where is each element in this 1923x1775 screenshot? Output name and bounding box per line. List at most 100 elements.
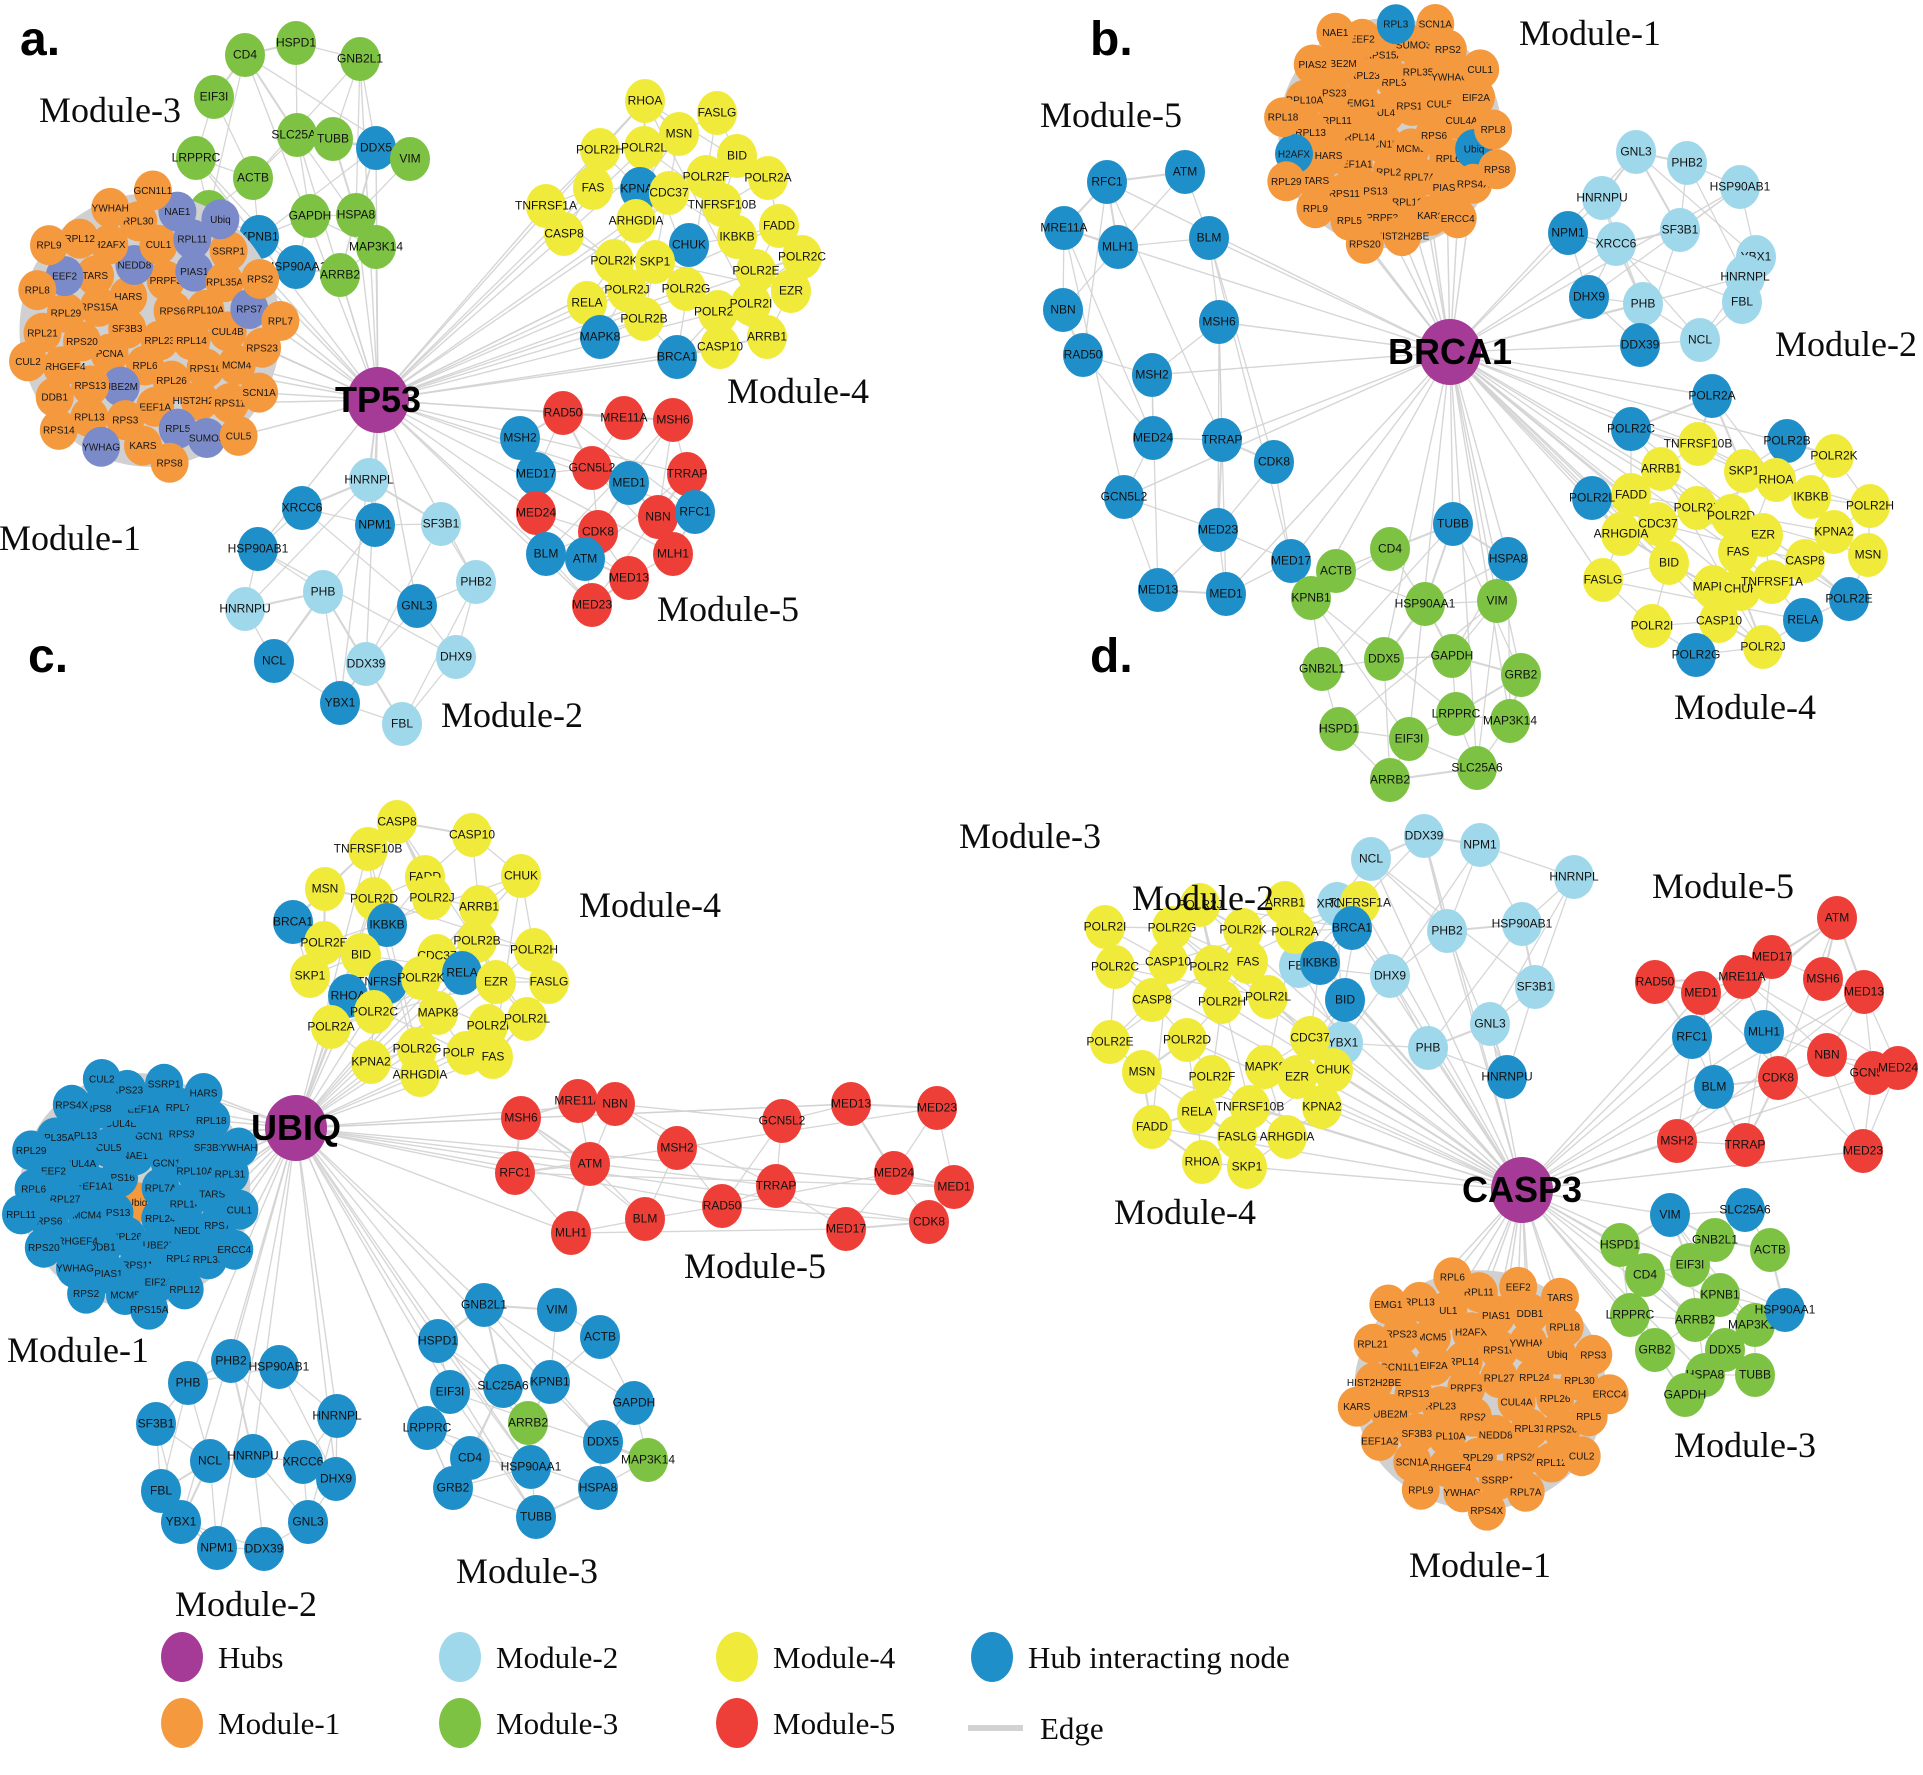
svg-text:MED23: MED23 [572,598,612,612]
node-POLR2A: POLR2A [1688,374,1736,418]
svg-text:IKBKB: IKBKB [1302,956,1337,970]
svg-text:HSP90AB1: HSP90AB1 [228,542,289,556]
svg-text:POLR2I: POLR2I [730,297,773,311]
node-HSP90AB1: HSP90AB1 [1710,165,1771,209]
svg-text:RFC1: RFC1 [499,1166,531,1180]
svg-text:POLR2J: POLR2J [409,891,454,905]
svg-text:CDC37: CDC37 [649,186,689,200]
svg-text:TNFRSF10B: TNFRSF10B [334,842,403,856]
svg-text:NBN: NBN [602,1097,627,1111]
node-RELA: RELA [1783,598,1823,642]
svg-text:MAP3K14: MAP3K14 [1483,714,1537,728]
svg-text:IKBKB: IKBKB [1793,490,1828,504]
legend-swatch [161,1698,203,1748]
svg-text:RPL30: RPL30 [193,1255,224,1266]
svg-text:POLR2C: POLR2C [1607,422,1655,436]
svg-text:MED1: MED1 [937,1180,971,1194]
svg-text:KARS: KARS [1417,211,1445,222]
node-POLR2H: POLR2H [576,128,624,172]
svg-text:CD4: CD4 [1633,1268,1657,1282]
svg-text:RHOA: RHOA [331,989,366,1003]
node-EEF1A2: EEF1A2 [1360,1420,1399,1461]
svg-text:MED23: MED23 [1843,1144,1883,1158]
node-PHB2: PHB2 [456,560,496,604]
node-TUBB: TUBB [1735,1353,1775,1397]
panel-letter-c: c. [28,630,68,683]
legend-swatch [716,1632,758,1682]
node-RHOA: RHOA [625,79,665,123]
node-UL1: UL1 [1429,1290,1468,1331]
svg-text:ARRB2: ARRB2 [320,268,360,282]
svg-text:UBE2M: UBE2M [104,382,138,393]
svg-text:RPL29: RPL29 [1463,1453,1494,1464]
node-MSN: MSN [1848,533,1888,577]
svg-text:RPL27: RPL27 [1484,1374,1515,1385]
svg-text:VIM: VIM [546,1303,567,1317]
node-BRCA1: BRCA1 [1332,906,1372,950]
node-HARS: HARS [109,276,148,317]
panel-letter-a: a. [20,13,60,66]
node-RPL3: RPL3 [1376,4,1415,45]
node-FADD: FADD [1132,1105,1172,1149]
node-MAPK8: MAPK8 [1245,1045,1286,1089]
node-GAPDH: GAPDH [1431,634,1473,678]
svg-text:SLC25A6: SLC25A6 [1451,761,1503,775]
node-DDX39: DDX39 [1620,323,1660,367]
svg-text:RPL35A: RPL35A [37,1133,75,1144]
node-YWHAH: YWHAH [91,187,130,228]
svg-text:POLR2E: POLR2E [1086,1035,1133,1049]
node-LRPPRC: LRPPRC [403,1406,452,1450]
svg-text:MLH1: MLH1 [1102,240,1134,254]
node-POLR2L: POLR2L [1245,975,1291,1019]
module-label: Module-3 [1674,1425,1816,1465]
svg-text:EZR: EZR [484,975,508,989]
legend-item-module-4: Module-4 [716,1632,896,1682]
svg-text:CDK8: CDK8 [1258,455,1290,469]
svg-text:DDX39: DDX39 [347,657,386,671]
node-IKBKB: IKBKB [1300,941,1340,985]
svg-text:POLR2D: POLR2D [1163,1033,1211,1047]
svg-text:CUL5: CUL5 [96,1143,122,1154]
node-XRCC6: XRCC6 [282,486,323,530]
node-TARS: TARS [76,255,115,296]
node-SKP1: SKP1 [290,954,330,998]
node-RPS8: RPS8 [150,442,189,483]
svg-text:TNFRSF10B: TNFRSF10B [1216,1100,1285,1114]
node-DDB1: DDB1 [35,377,74,418]
legend-item-module-5: Module-5 [716,1698,895,1748]
svg-text:MED1: MED1 [1209,587,1243,601]
svg-text:EIF3I: EIF3I [1395,732,1424,746]
svg-text:DHX9: DHX9 [1573,290,1605,304]
node-PRPF3: PRPF3 [146,260,185,301]
svg-text:RPS2: RPS2 [1460,1412,1487,1423]
svg-text:CDK8: CDK8 [1762,1071,1794,1085]
svg-text:SF3B1: SF3B1 [423,517,460,531]
svg-text:POLR2F: POLR2F [683,170,730,184]
svg-text:PIAS1: PIAS1 [94,1269,123,1280]
svg-text:TARS: TARS [199,1190,225,1201]
svg-text:FASLG: FASLG [1218,1130,1257,1144]
node-RPS8: RPS8 [1478,149,1516,190]
svg-text:SCN1A: SCN1A [1419,20,1453,31]
node-NPM1: NPM1 [197,1526,237,1570]
svg-text:POLR2K: POLR2K [397,971,444,985]
svg-text:FASLG: FASLG [698,106,737,120]
node-NPM1: NPM1 [1548,211,1588,255]
svg-text:MED23: MED23 [917,1101,957,1115]
svg-text:YWHAH: YWHAH [1509,1339,1546,1350]
svg-text:RPL5: RPL5 [165,424,190,435]
svg-text:CHUK: CHUK [672,238,706,252]
node-BID: BID [1649,541,1689,585]
svg-text:GNB2L1: GNB2L1 [1299,662,1345,676]
svg-text:ERCC4: ERCC4 [217,1245,251,1256]
svg-text:EMG1: EMG1 [1374,1300,1403,1311]
svg-text:RPL26: RPL26 [111,1232,142,1243]
node-ATM: ATM [565,537,605,581]
cluster-c-module-5: MSH6 MRE11A NBN MSH2 RFC1 ATM RAD50 BLM MLH1 GCN5… [495,1079,974,1255]
svg-text:NAE1: NAE1 [1322,28,1349,39]
svg-text:MED17: MED17 [1752,950,1792,964]
svg-text:RPS4X: RPS4X [1470,1506,1503,1517]
